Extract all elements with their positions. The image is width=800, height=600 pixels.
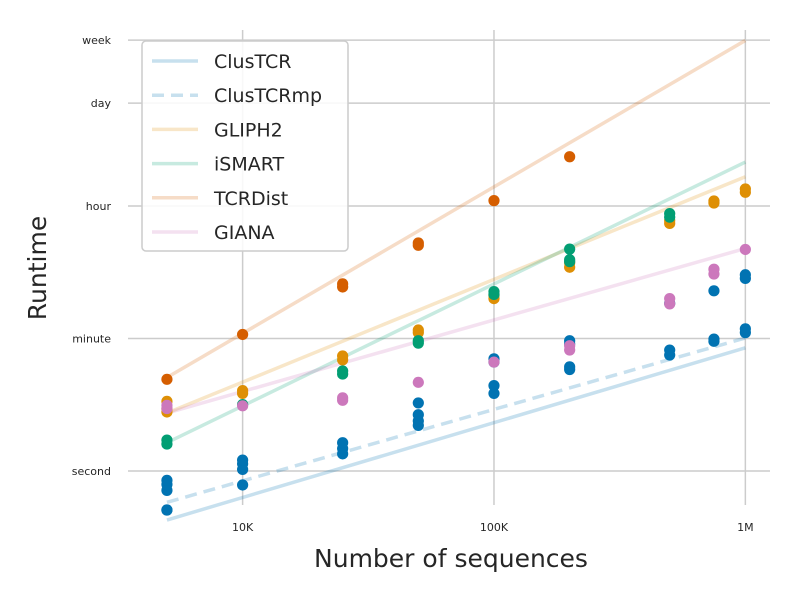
data-point-giana [488, 356, 500, 368]
data-point-clustcr [237, 454, 249, 466]
data-point-tcrdist [488, 195, 500, 207]
fit-line-clustcr [166, 346, 746, 522]
data-point-clustcrmp [708, 333, 720, 345]
data-point-ismart [337, 365, 349, 377]
y-tick-labels: second minute hour day week [72, 34, 112, 478]
data-point-giana [237, 400, 249, 412]
legend: ClusTCR ClusTCRmp GLIPH2 iSMART TCRDist GIANA [141, 40, 349, 252]
x-tick-label: 100K [480, 521, 509, 534]
data-point-clustcr [412, 409, 424, 421]
x-tick-label: 10K [232, 521, 254, 534]
data-point-gliph2 [337, 350, 349, 362]
data-point-tcrdist [161, 373, 173, 385]
data-point-ismart [161, 434, 173, 446]
y-axis-label: Runtime [23, 216, 52, 320]
data-point-ismart [564, 243, 576, 255]
data-point-giana [708, 263, 720, 275]
fit-line-giana [166, 246, 746, 415]
x-axis-label: Number of sequences [314, 544, 588, 573]
fit-line-clustcrmp [166, 336, 746, 505]
data-point-clustcr [237, 479, 249, 491]
data-point-tcrdist [337, 278, 349, 290]
data-point-giana [564, 340, 576, 352]
data-point-tcrdist [564, 151, 576, 163]
data-point-giana [664, 292, 676, 305]
data-point-ismart [564, 254, 576, 266]
data-point-giana [412, 376, 424, 388]
data-point-giana [161, 399, 173, 411]
fit-line-ismart [166, 160, 747, 445]
data-point-clustcr [412, 397, 424, 409]
legend-label-clustcrmp: ClusTCRmp [214, 85, 322, 107]
data-points [161, 151, 751, 516]
legend-label-ismart: iSMART [214, 154, 285, 176]
data-point-clustcr [337, 437, 349, 449]
data-point-clustcrmp [564, 361, 576, 373]
data-point-clustcr [708, 285, 720, 297]
y-tick-label: second [72, 465, 111, 478]
legend-label-clustcr: ClusTCR [214, 51, 291, 73]
data-point-clustcr [161, 504, 173, 516]
y-tick-label: day [91, 97, 112, 110]
data-point-clustcrmp [488, 380, 500, 392]
data-point-giana [739, 243, 751, 256]
fit-line-tcrdist [166, 38, 747, 379]
data-point-clustcrmp [739, 323, 751, 335]
data-point-gliph2 [412, 324, 424, 336]
data-point-ismart [412, 335, 424, 347]
data-point-clustcr [739, 269, 751, 281]
fit-lines [166, 38, 747, 522]
data-point-ismart [664, 207, 676, 220]
y-tick-label: minute [72, 333, 111, 346]
y-tick-label: week [82, 34, 112, 47]
x-tick-label: 1M [737, 521, 754, 534]
data-point-clustcr [161, 474, 173, 486]
y-tick-label: hour [86, 200, 112, 213]
legend-label-tcrdist: TCRDist [213, 188, 288, 210]
data-point-gliph2 [739, 183, 751, 195]
legend-label-gliph2: GLIPH2 [214, 119, 283, 141]
x-tick-labels: 10K 100K 1M [232, 521, 754, 534]
fit-line-gliph2 [166, 175, 747, 415]
data-point-tcrdist [237, 328, 249, 341]
data-point-clustcrmp [488, 387, 500, 400]
data-point-giana [337, 392, 349, 404]
data-point-clustcrmp [664, 344, 676, 356]
legend-label-giana: GIANA [214, 222, 275, 244]
data-point-tcrdist [412, 237, 424, 249]
legend-frame [141, 40, 349, 252]
data-point-gliph2 [708, 195, 720, 207]
data-point-gliph2 [237, 385, 249, 397]
data-point-ismart [488, 285, 500, 298]
